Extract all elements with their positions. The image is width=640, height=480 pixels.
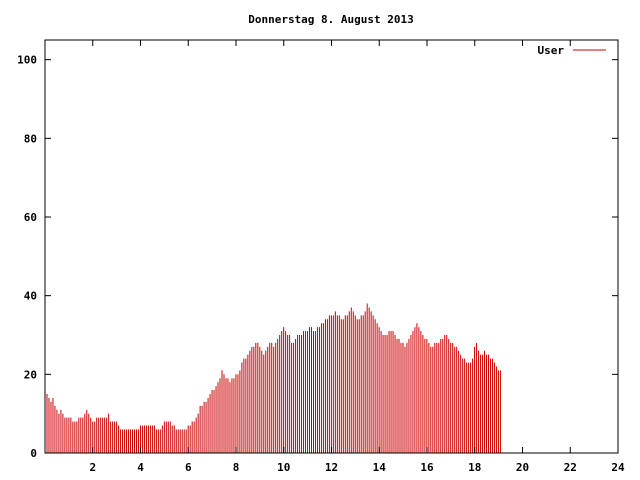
x-tick-label: 10: [277, 461, 290, 474]
y-tick-label: 20: [24, 368, 37, 381]
bar-group: [44, 303, 501, 453]
x-tick-label: 12: [325, 461, 338, 474]
y-tick-label: 100: [17, 54, 37, 67]
x-tick-label: 14: [373, 461, 387, 474]
x-tick-label: 24: [611, 461, 625, 474]
x-tick-label: 4: [137, 461, 144, 474]
legend-label: User: [538, 44, 565, 57]
x-tick-label: 22: [564, 461, 577, 474]
y-tick-label: 40: [24, 290, 37, 303]
x-tick-label: 16: [420, 461, 434, 474]
x-tick-label: 8: [233, 461, 240, 474]
y-tick-label: 0: [30, 447, 37, 460]
chart-title: Donnerstag 8. August 2013: [248, 13, 414, 26]
y-tick-label: 60: [24, 211, 37, 224]
x-tick-label: 6: [185, 461, 192, 474]
x-tick-label: 20: [516, 461, 529, 474]
y-tick-label: 80: [24, 132, 37, 145]
legend: User: [538, 44, 606, 57]
x-tick-label: 2: [89, 461, 96, 474]
x-tick-label: 18: [468, 461, 481, 474]
